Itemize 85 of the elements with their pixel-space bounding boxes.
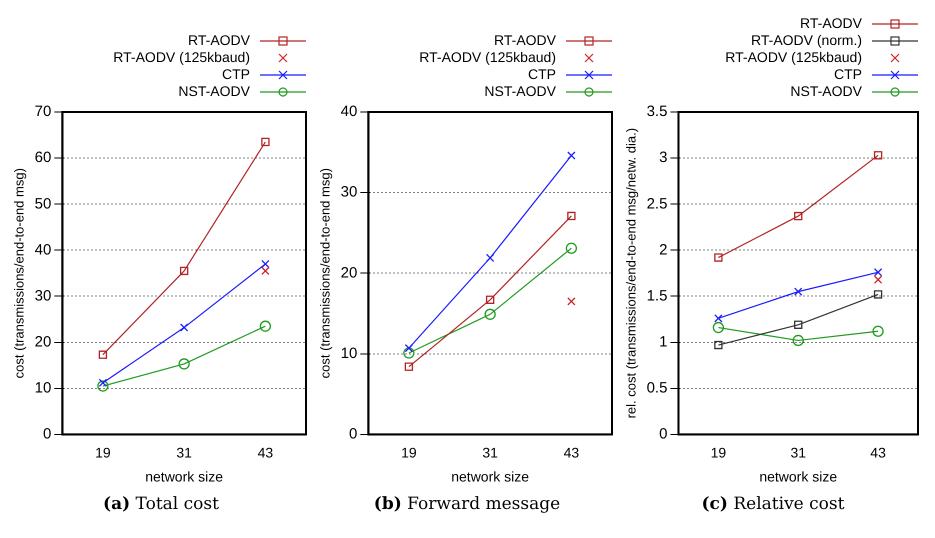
point — [484, 308, 496, 320]
point — [874, 290, 882, 299]
legend-label: NST-AODV — [178, 83, 250, 100]
y-tick-label: 0 — [348, 426, 358, 443]
x-axis-title: network size — [145, 468, 224, 484]
point — [714, 340, 723, 350]
point — [714, 253, 723, 262]
legend-label: RT-AODV (norm.) — [751, 32, 862, 49]
y-tick-label: 20 — [34, 333, 52, 350]
x-tick-label: 19 — [710, 444, 726, 461]
point — [567, 151, 576, 160]
point — [98, 350, 108, 359]
x-tick-label: 31 — [176, 444, 192, 461]
point — [404, 344, 414, 352]
point — [261, 266, 270, 276]
legend-label: RT-AODV — [800, 15, 862, 32]
y-tick-label: 60 — [34, 149, 52, 166]
legend-label: CTP — [834, 66, 862, 83]
legend-label: NST-AODV — [790, 83, 862, 100]
x-tick-label: 19 — [401, 444, 417, 461]
point — [794, 287, 802, 296]
point — [794, 212, 802, 220]
y-tick-label: 0.5 — [646, 379, 668, 396]
y-tick-label: 40 — [34, 241, 52, 258]
text: (a) Total cost — [103, 494, 219, 514]
legend-label: RT-AODV (125kbaud) — [113, 49, 250, 66]
point — [404, 362, 414, 371]
y-tick-label: 2 — [659, 241, 668, 258]
y-axis-title: rel. cost (transmissions/end-to-end msg/netw. dia.) — [623, 128, 638, 418]
point — [874, 275, 882, 284]
point — [874, 151, 882, 160]
x-tick-label: 43 — [258, 444, 274, 461]
point — [261, 138, 270, 146]
point — [567, 212, 576, 220]
point — [567, 297, 576, 306]
point — [872, 326, 884, 337]
point — [566, 242, 578, 254]
x-tick-label: 31 — [790, 444, 806, 461]
y-tick-label: 30 — [340, 184, 358, 201]
legend-label: RT-AODV (125kbaud) — [419, 49, 556, 66]
x-tick-label: 31 — [482, 444, 498, 461]
y-tick-label: 1.5 — [646, 287, 668, 304]
point — [794, 320, 802, 329]
x-axis-title: network size — [759, 468, 838, 484]
point — [874, 268, 882, 276]
text: (b) Forward message — [374, 494, 560, 514]
legend-label: NST-AODV — [484, 83, 556, 100]
y-tick-label: 0 — [659, 426, 668, 443]
y-axis-title: cost (transmissions/end-to-end msg) — [11, 168, 26, 378]
legend-label: RT-AODV — [494, 32, 556, 49]
point — [792, 334, 804, 346]
y-tick-label: 3.5 — [646, 103, 668, 120]
y-tick-label: 10 — [34, 379, 52, 396]
text: (c) Relative cost — [702, 494, 844, 514]
legend-label: CTP — [528, 66, 556, 83]
point — [180, 323, 188, 332]
y-tick-label: 40 — [340, 103, 358, 120]
x-tick-label: 43 — [564, 444, 580, 461]
y-tick-label: 1 — [659, 333, 668, 350]
point — [97, 380, 109, 392]
legend-label: RT-AODV — [188, 32, 250, 49]
y-tick-label: 50 — [34, 195, 52, 212]
legend-label: CTP — [222, 66, 250, 83]
point — [261, 260, 270, 268]
y-tick-label: 30 — [34, 287, 52, 304]
y-tick-label: 70 — [34, 103, 52, 120]
y-axis-title: cost (transmissions/end-to-end msg) — [317, 168, 332, 378]
y-tick-label: 2.5 — [646, 195, 668, 212]
point — [486, 254, 494, 262]
point — [712, 322, 724, 334]
y-tick-label: 10 — [340, 344, 358, 362]
point — [714, 314, 723, 323]
x-tick-label: 43 — [870, 444, 886, 461]
y-tick-label: 0 — [42, 426, 52, 443]
y-tick-label: 20 — [340, 264, 358, 282]
legend-label: RT-AODV (125kbaud) — [725, 49, 862, 66]
point — [403, 347, 415, 359]
point — [260, 320, 272, 332]
y-tick-label: 3 — [659, 149, 668, 166]
point — [98, 378, 108, 387]
x-axis-title: network size — [451, 468, 530, 484]
point — [486, 296, 494, 304]
point — [180, 266, 188, 276]
point — [178, 358, 190, 370]
x-tick-label: 19 — [95, 444, 111, 461]
